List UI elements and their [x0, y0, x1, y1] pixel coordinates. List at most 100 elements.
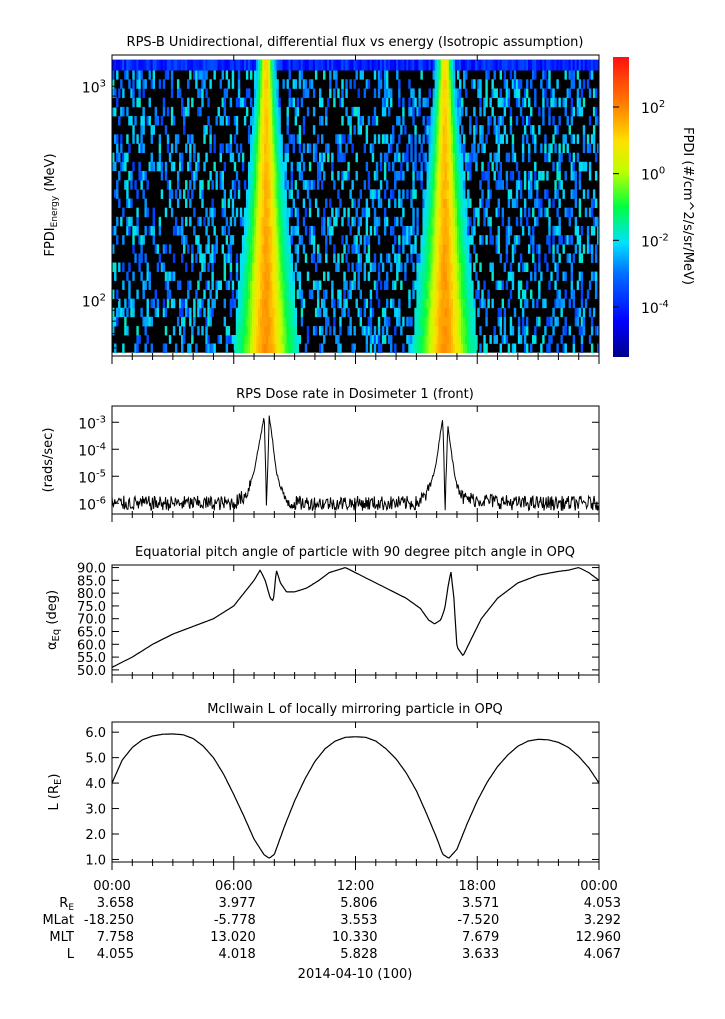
spectrogram-cell — [237, 298, 241, 309]
spectrogram-cell — [434, 326, 438, 336]
spectrogram-cell — [209, 125, 212, 135]
spectrogram-cell — [568, 253, 571, 263]
spectrogram-cell — [594, 326, 598, 336]
spectrogram-cell — [310, 59, 314, 71]
spectrogram-cell — [134, 225, 137, 236]
spectrogram-cell — [353, 125, 356, 135]
spectrogram-cell — [260, 70, 263, 80]
spectrogram-cell — [456, 59, 460, 71]
spectrogram-cell — [126, 152, 129, 163]
spectrogram-cell — [426, 235, 429, 245]
spectrogram-cell — [467, 289, 470, 300]
ephemeris-value: -7.520 — [457, 913, 499, 928]
spectrogram-cell — [440, 335, 444, 344]
spectrogram-cell — [325, 253, 328, 263]
spectrogram-cell — [588, 170, 592, 181]
spectrogram-cell — [148, 97, 151, 108]
spectrogram-cell — [487, 70, 490, 80]
spectrogram-cell — [290, 180, 293, 190]
spectrogram-cell — [274, 326, 277, 336]
spectrogram-cell — [458, 207, 462, 218]
spectrogram-cell — [481, 59, 484, 71]
spectrogram-cell — [444, 298, 448, 309]
spectrogram-cell — [383, 88, 387, 99]
spectrogram-cell — [428, 115, 431, 126]
spectrogram-cell — [262, 79, 265, 89]
spectrogram-cell — [170, 88, 174, 99]
spectrogram-cell — [379, 79, 383, 89]
spectrogram-cell — [304, 343, 308, 354]
spectrogram-cell — [432, 97, 436, 108]
spectrogram-cell — [176, 198, 180, 209]
spectrogram-cell — [410, 189, 413, 199]
spectrogram-cell — [266, 335, 269, 344]
spectrogram-cell — [450, 316, 454, 327]
spectrogram-cell — [530, 189, 533, 199]
spectrogram-cell — [262, 198, 265, 209]
spectrogram-cell — [306, 326, 310, 336]
y-tick-label: 1.0 — [85, 853, 106, 868]
spectrogram-cell — [448, 343, 452, 354]
spectrogram-cell — [243, 97, 247, 108]
spectrogram-cell — [298, 335, 302, 344]
spectrogram-cell — [189, 161, 192, 172]
spectrogram-cell — [456, 253, 460, 263]
spectrogram-cell — [515, 189, 519, 199]
spectrogram-cell — [446, 180, 450, 190]
spectrogram-cell — [298, 125, 302, 135]
spectrogram-cell — [122, 161, 125, 172]
spectrogram-cell — [471, 79, 474, 89]
spectrogram-cell — [527, 189, 531, 199]
spectrogram-cell — [426, 134, 429, 144]
spectrogram-cell — [452, 189, 456, 199]
spectrogram-cell — [363, 235, 367, 245]
spectrogram-cell — [365, 79, 369, 89]
spectrogram-cell — [436, 225, 440, 236]
spectrogram-cell — [262, 326, 265, 336]
spectrogram-cell — [264, 262, 267, 272]
spectrogram-cell — [392, 59, 395, 71]
spectrogram-cell — [256, 253, 259, 263]
spectrogram-cell — [294, 115, 298, 126]
spectrogram-cell — [160, 170, 164, 181]
spectrogram-cell — [519, 216, 523, 227]
spectrogram-cell — [375, 216, 379, 227]
spectrogram-cell — [264, 59, 267, 71]
spectrogram-cell — [361, 115, 365, 126]
spectrogram-cell — [398, 253, 401, 263]
spectrogram-cell — [479, 235, 482, 245]
spectrogram-cell — [274, 343, 277, 354]
spectrogram-cell — [209, 343, 212, 354]
spectrogram-cell — [321, 97, 324, 108]
spectrogram-cell — [290, 307, 293, 318]
ephemeris-value: 4.018 — [219, 947, 256, 962]
spectrogram-cell — [448, 170, 452, 181]
spectrogram-cell — [209, 253, 212, 263]
spectrogram-cell — [359, 125, 362, 135]
spectrogram-cell — [112, 106, 115, 117]
spectrogram-cell — [270, 79, 273, 89]
spectrogram-cell — [140, 70, 143, 80]
spectrogram-cell — [450, 115, 454, 126]
spectrogram-cell — [180, 106, 184, 117]
spectrogram-cell — [247, 235, 251, 245]
spectrogram-cell — [146, 298, 149, 309]
spectrogram-cell — [578, 170, 582, 181]
spectrogram-cell — [237, 79, 241, 89]
spectrogram-cell — [266, 262, 269, 272]
spectrogram-cell — [558, 235, 561, 245]
spectrogram-cell — [252, 152, 255, 163]
spectrogram-cell — [357, 88, 360, 99]
spectrogram-cell — [268, 253, 271, 263]
spectrogram-cell — [454, 97, 458, 108]
spectrogram-cell — [355, 59, 358, 71]
spectrogram-cell — [432, 161, 436, 172]
spectrogram-cell — [562, 97, 565, 108]
spectrogram-cell — [191, 59, 194, 71]
spectrogram-cell — [118, 298, 121, 309]
spectrogram-cell — [223, 253, 227, 263]
spectrogram-cell — [272, 97, 275, 108]
spectrogram-cell — [252, 280, 255, 290]
spectrogram-cell — [272, 198, 275, 209]
spectrogram-cell — [278, 189, 281, 199]
